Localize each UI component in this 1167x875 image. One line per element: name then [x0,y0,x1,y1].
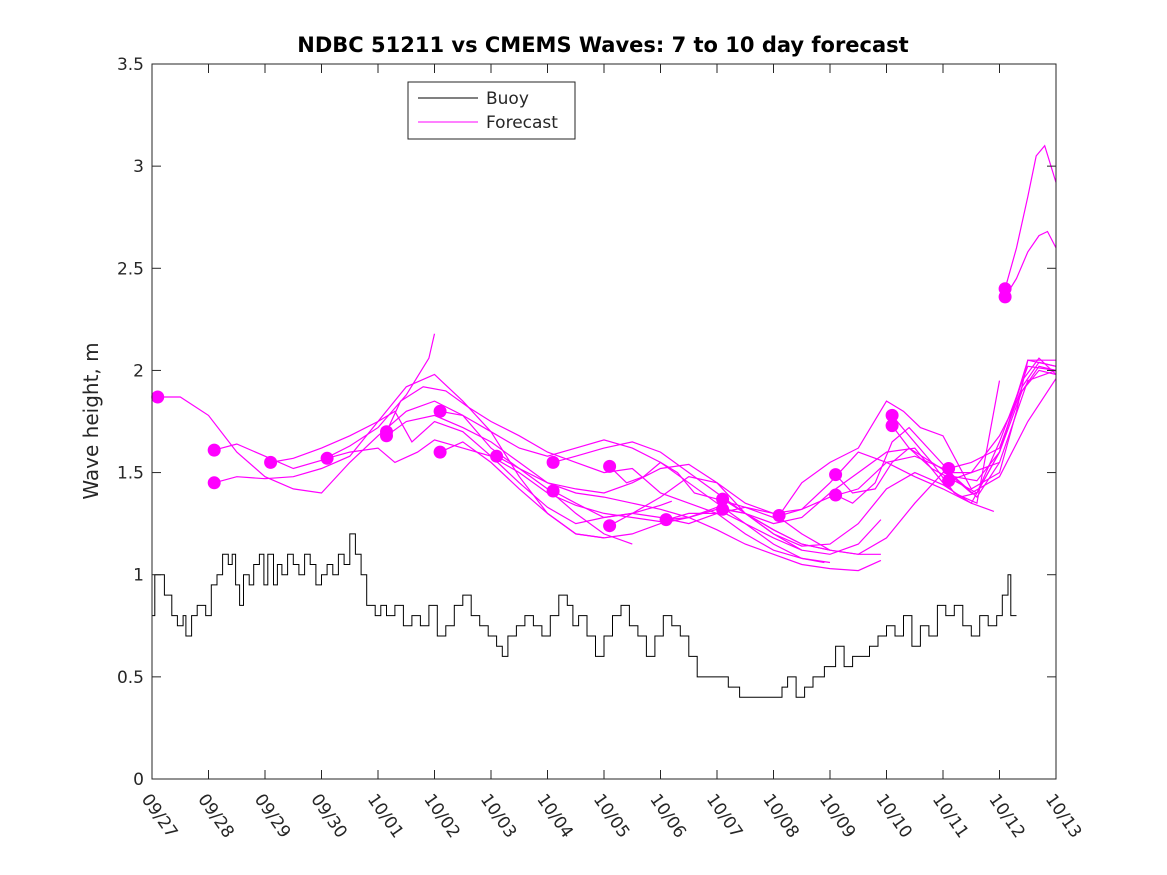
forecast-start-marker-19 [829,468,843,482]
forecast-start-marker-20 [829,488,843,502]
forecast-start-marker-13 [603,459,617,473]
forecast-series-line-23 [948,361,1057,470]
y-axis-label: Wave height, m [79,342,103,499]
forecast-series-line-25 [1004,144,1057,289]
forecast-start-marker-14 [603,519,617,533]
legend-label-forecast: Forecast [486,113,558,133]
forecast-series-line-6 [385,386,825,564]
forecast-series-line-20 [835,426,1001,504]
chart-title: NDBC 51211 vs CMEMS Waves: 7 to 10 day f… [297,33,908,57]
forecast-start-marker-18 [772,509,786,522]
forecast-start-marker-21 [885,408,899,422]
forecast-series-line-26 [1004,230,1057,298]
forecast-start-marker-9 [433,445,447,459]
forecast-start-marker-11 [546,455,560,469]
forecast-start-marker-23 [942,462,956,475]
forecast-series-line-2 [214,333,436,470]
forecast-start-marker-12 [546,484,560,498]
buoy-series-line [152,533,1017,698]
forecast-start-marker-3 [207,476,221,490]
legend: Buoy Forecast [407,81,576,140]
y-tick-label: 0.5 [117,668,144,688]
forecast-start-marker-1 [151,390,165,404]
forecast-start-marker-2 [207,443,221,457]
forecast-series-line-24 [948,369,1057,482]
plot-area [152,64,1056,779]
forecast-start-marker-22 [885,419,899,433]
forecast-start-marker-24 [942,474,956,488]
series-layer [151,144,1057,698]
forecast-series-line-21 [891,357,1057,482]
y-tick-label: 1.5 [117,464,144,484]
forecast-series-line-18 [778,359,1056,516]
y-tick-label: 2.5 [117,259,144,279]
forecast-start-marker-8 [433,404,447,418]
y-tick-label: 1 [133,566,144,586]
forecast-series-line-9 [439,441,831,564]
legend-label-buoy: Buoy [486,89,529,109]
y-tick-label: 0 [133,770,144,790]
y-tick-label: 2 [133,361,144,381]
forecast-start-marker-15 [659,513,673,527]
forecast-series-line-3 [214,373,605,539]
forecast-start-marker-16 [716,492,730,506]
forecast-series-line-5 [326,439,717,523]
forecast-start-marker-10 [490,449,504,463]
forecast-start-marker-17 [716,502,730,516]
forecast-series-line-22 [891,365,1057,494]
forecast-start-marker-7 [380,429,393,443]
y-tick-label: 3.5 [117,55,144,75]
forecast-series-line-7 [386,414,882,572]
forecast-start-marker-5 [320,451,334,465]
forecast-start-marker-26 [998,290,1012,304]
forecast-start-marker-4 [264,455,278,469]
y-tick-label: 3 [133,157,144,177]
legend-box [407,81,576,140]
